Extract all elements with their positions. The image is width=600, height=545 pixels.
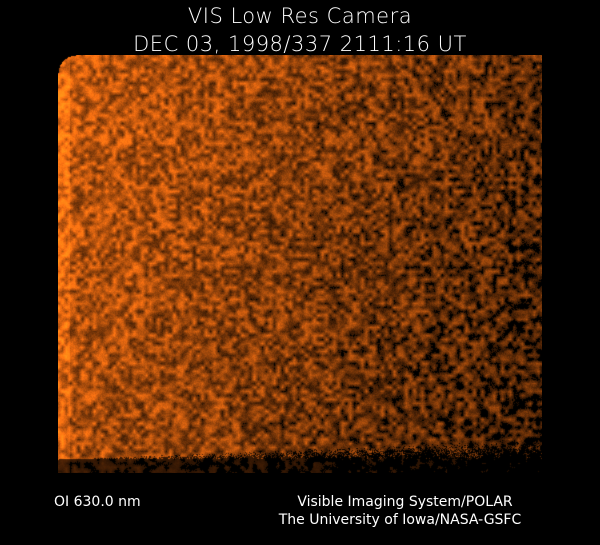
- camera-image: [58, 55, 542, 473]
- image-title: VIS Low Res Camera: [187, 4, 413, 28]
- image-timestamp: DEC 03, 1998/337 2111:16 UT: [133, 32, 467, 56]
- instrument-label: Visible Imaging System/POLAR: [297, 494, 513, 510]
- wavelength-label: OI 630.0 nm: [54, 494, 141, 510]
- credit-label: The University of Iowa/NASA-GSFC: [278, 512, 522, 528]
